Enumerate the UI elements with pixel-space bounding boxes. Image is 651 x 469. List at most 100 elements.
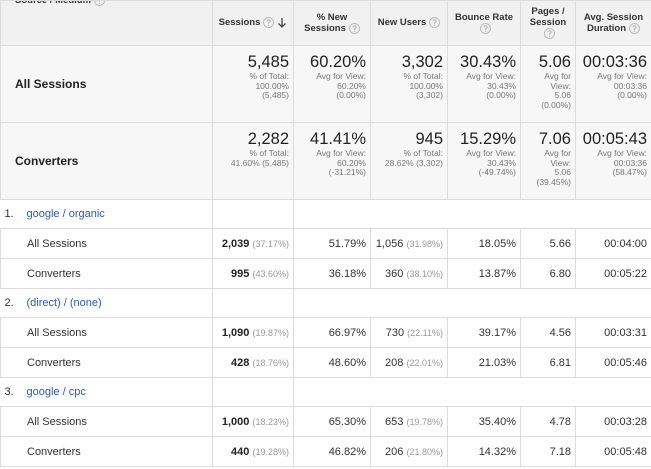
source-link[interactable]: google / cpc [26, 386, 86, 398]
cell-value: 14.32% [478, 445, 516, 458]
empty-cell [293, 199, 371, 229]
empty-cell [447, 199, 521, 229]
summary-note: 5.06 [554, 167, 571, 177]
cell-value: 39.17% [478, 326, 516, 339]
cell-percent: (43.60%) [252, 268, 289, 279]
summary-note: View: [550, 80, 571, 91]
summary-note: % of Total: [403, 71, 443, 81]
help-icon[interactable] [263, 17, 275, 29]
cell-percent: (37.17%) [252, 238, 289, 249]
data-cell: 14.32% [447, 436, 521, 467]
empty-cell [370, 199, 448, 229]
summary-cell: 5.06 Avg for View: 5.06 (0.00%) [520, 45, 576, 123]
group-label: 1. google / organic [0, 199, 213, 229]
data-cell: 440 (19.28%) [212, 436, 294, 467]
help-icon[interactable] [544, 28, 555, 40]
summary-value: 5,485 [247, 53, 289, 71]
summary-note: Avg for View: [316, 148, 366, 158]
summary-note: (0.00%) [541, 99, 571, 110]
cell-value: 428 [231, 356, 250, 369]
data-cell: 2,039 (37.17%) [212, 228, 294, 259]
cell-value: 360 [385, 267, 404, 280]
summary-note: View: [550, 157, 571, 168]
cell-value: 6.81 [549, 356, 571, 369]
data-cell: 208 (22.01%) [370, 347, 448, 378]
data-row: Converters 428 (18.76%) 48.60% 208 (22.01%)… [0, 347, 651, 378]
cell-percent: (31.98%) [406, 238, 443, 249]
empty-cell [575, 288, 651, 318]
data-cell: 66.97% [293, 317, 371, 348]
cell-percent: (38.10%) [406, 268, 443, 279]
cell-value: 208 [385, 356, 404, 369]
summary-note: 100.00% [409, 80, 443, 91]
data-cell: 4.78 [520, 406, 576, 437]
cell-percent: (22.11%) [407, 327, 443, 338]
column-title: Pages / Session [529, 6, 567, 29]
summary-note: % of Total: [249, 71, 289, 81]
data-row: All Sessions 1,000 (18.23%) 65.30% 653 (19.… [0, 406, 651, 437]
summary-note: 30.43% [487, 157, 516, 168]
summary-cell: 00:05:43 Avg for View: 00:03:36 (58.47%) [575, 122, 651, 200]
data-cell: 46.82% [293, 436, 371, 467]
data-cell: 13.87% [447, 258, 521, 289]
help-icon[interactable] [480, 22, 491, 34]
help-icon[interactable] [629, 22, 641, 34]
data-cell: 18.05% [447, 228, 521, 259]
summary-cell: 00:03:36 Avg for View: 00:03:36 (0.00%) [575, 45, 651, 123]
cell-value: 995 [231, 267, 250, 280]
cell-value: 36.18% [328, 267, 366, 280]
data-cell: 1,000 (18.23%) [212, 406, 294, 437]
help-icon[interactable] [348, 22, 360, 34]
summary-note: Avg for View: [597, 148, 647, 158]
cell-percent: (19.87%) [252, 327, 289, 338]
data-cell: 00:03:28 [575, 406, 651, 437]
cell-percent: (19.78%) [406, 416, 443, 427]
cell-value: 206 [385, 445, 404, 458]
data-cell: 00:05:48 [575, 436, 651, 467]
column-title: % New Sessions [304, 11, 348, 34]
data-cell: 7.18 [520, 436, 576, 467]
data-cell: 360 (38.10%) [370, 258, 448, 289]
summary-note: 28.62% (3,302) [384, 157, 443, 168]
cell-value: 653 [385, 415, 404, 428]
data-cell: 65.30% [293, 406, 371, 437]
summary-cell: 5,485% of Total: 100.00% (5,485) [212, 45, 294, 123]
summary-cell: 30.43% Avg for View: 30.43% (0.00%) [447, 45, 521, 123]
empty-cell [370, 288, 448, 318]
summary-note: % of Total: [403, 148, 443, 158]
data-row: Converters 440 (19.28%) 46.82% 206 (21.80%)… [0, 436, 651, 467]
column-title: Sessions [218, 17, 261, 29]
group-index: 3. [4, 386, 14, 398]
data-cell: 1,090 (19.87%) [212, 317, 294, 348]
summary-cell: 3,302% of Total: 100.00% (3,302) [370, 45, 448, 123]
data-cell: 653 (19.78%) [370, 406, 448, 437]
empty-cell [575, 377, 651, 407]
help-icon[interactable] [429, 17, 441, 29]
group-index: 1. [4, 208, 14, 220]
cell-value: 5.66 [549, 237, 571, 250]
sort-arrow[interactable] [277, 17, 287, 29]
data-cell: 206 (21.80%) [370, 436, 448, 467]
empty-cell [293, 288, 371, 318]
cell-value: 730 [385, 326, 405, 339]
data-cell: 39.17% [447, 317, 521, 348]
data-cell: 5.66 [520, 228, 576, 259]
source-link[interactable]: (direct) / (none) [26, 297, 102, 309]
empty-cell [447, 377, 521, 407]
data-cell: 6.81 [520, 347, 576, 378]
help-icon[interactable] [94, 1, 105, 7]
cell-value: 1,056 [375, 237, 404, 250]
summary-row: All Sessions 5,485% of Total: 100.00% (5,48… [0, 45, 651, 123]
row-label: All Sessions [0, 317, 213, 348]
data-row: All Sessions 2,039 (37.17%) 51.79% 1,056 (3… [0, 228, 651, 259]
group-row: 1. google / organic [0, 199, 651, 229]
summary-note: (5,485) [262, 90, 289, 100]
summary-note: (39.45%) [536, 176, 572, 187]
source-link[interactable]: google / organic [26, 208, 105, 220]
summary-cell: 7.06 Avg for View: 5.06 (39.45%) [520, 122, 576, 200]
cell-value: 18.05% [478, 237, 516, 250]
cell-value: 00:03:28 [604, 415, 647, 428]
row-label: All Sessions [0, 228, 213, 259]
data-row: All Sessions 1,090 (19.87%) 66.97% 730 (22.… [0, 317, 651, 348]
